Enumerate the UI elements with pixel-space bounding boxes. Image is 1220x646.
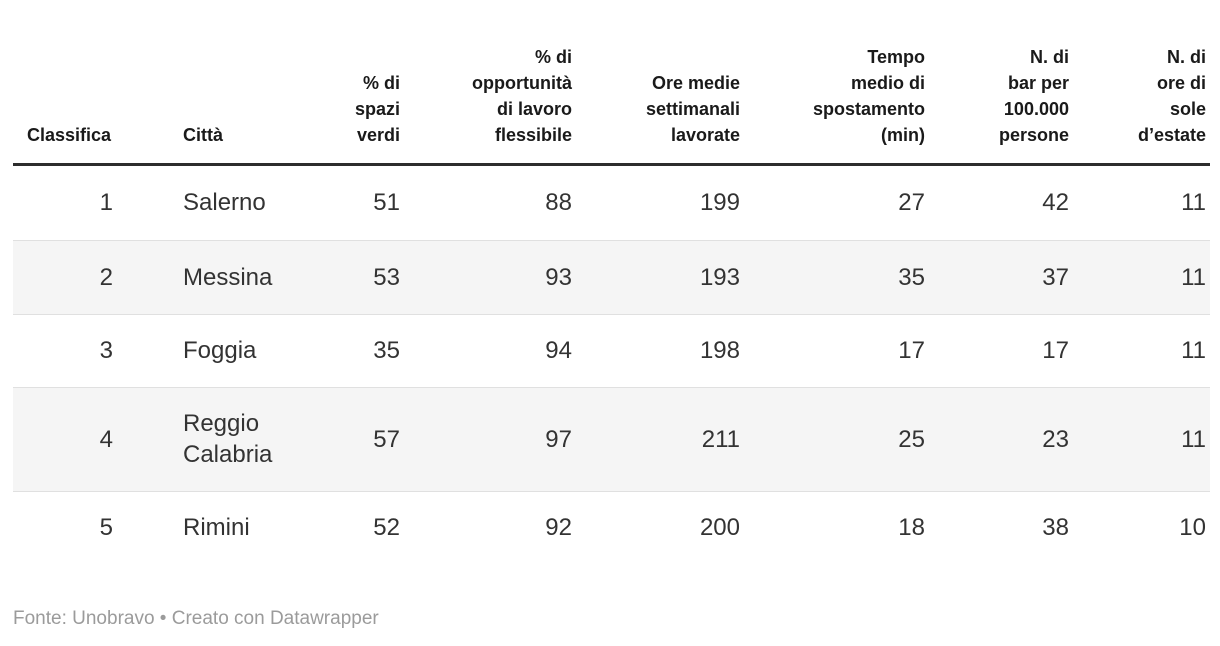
value-cell: 35 — [746, 240, 931, 315]
value-cell: 10 — [1179, 514, 1206, 542]
col-header-spazi-verdi: % di spazi verdi — [348, 0, 406, 166]
value-cell: 17 — [746, 314, 931, 388]
col-header-bar-per-persone: N. di bar per 100.000 persone — [931, 0, 1075, 166]
col-header-lavoro-flessibile: % di opportunità di lavoro flessibile — [406, 0, 578, 166]
value-cell: 51 — [348, 164, 406, 241]
value-cell: 57 — [348, 387, 406, 492]
value-cell: 35 — [348, 314, 406, 388]
col-header-classifica: Classifica — [13, 0, 128, 166]
rank-cell: 2 — [13, 240, 128, 315]
value-cell: 37 — [931, 240, 1075, 315]
value-cell: 94 — [406, 314, 578, 388]
value-cell: 27 — [746, 164, 931, 241]
rank-cell: 5 — [99, 514, 113, 542]
header-row: Classifica Città % di spazi verdi % di o… — [13, 0, 1210, 166]
city-cell: Rimini — [183, 514, 250, 542]
value-cell: 88 — [406, 164, 578, 241]
value-cell: 97 — [406, 387, 578, 492]
table-row-messina: 2 Messina 53 93 193 35 37 11 — [13, 240, 1210, 315]
value-cell: 52 — [373, 514, 400, 542]
rank-cell: 4 — [13, 387, 128, 492]
city-cell: Foggia — [128, 314, 348, 388]
col-header-tempo-spostamento: Tempo medio di spostamento (min) — [746, 0, 931, 166]
city-cell: Messina — [128, 240, 348, 315]
col-header-citta: Città — [128, 0, 348, 166]
col-header-ore-sole: N. di ore di sole d’estate — [1075, 0, 1210, 166]
rank-cell: 3 — [13, 314, 128, 388]
table-row-foggia: 3 Foggia 35 94 198 17 17 11 — [13, 314, 1210, 388]
value-cell: 11 — [1075, 164, 1210, 241]
value-cell: 17 — [931, 314, 1075, 388]
value-cell: 42 — [931, 164, 1075, 241]
value-cell: 11 — [1075, 387, 1210, 492]
value-cell: 11 — [1075, 314, 1210, 388]
value-cell: 198 — [578, 314, 746, 388]
value-cell: 93 — [406, 240, 578, 315]
col-header-ore-settimanali: Ore medie settimanali lavorate — [578, 0, 746, 166]
city-ranking-table: Classifica Città % di spazi verdi % di o… — [13, 0, 1210, 564]
value-cell: 11 — [1075, 240, 1210, 315]
city-cell: Reggio Calabria — [128, 387, 348, 492]
table-row-salerno: 1 Salerno 51 88 199 27 42 11 — [13, 164, 1210, 241]
value-cell: 23 — [931, 387, 1075, 492]
value-cell: 25 — [746, 387, 931, 492]
value-cell: 53 — [348, 240, 406, 315]
value-cell: 211 — [578, 387, 746, 492]
value-cell: 38 — [1042, 514, 1069, 542]
source-attribution: Fonte: Unobravo • Creato con Datawrapper — [13, 608, 379, 629]
value-cell: 18 — [898, 514, 925, 542]
value-cell: 200 — [699, 514, 740, 542]
value-cell: 193 — [578, 240, 746, 315]
table-row-rimini: 5 Rimini 52 92 200 18 38 10 — [13, 491, 1210, 564]
table-row-reggio-calabria: 4 Reggio Calabria 57 97 211 25 23 11 — [13, 387, 1210, 492]
value-cell: 199 — [578, 164, 746, 241]
value-cell: 92 — [545, 514, 572, 542]
city-cell: Salerno — [128, 164, 348, 241]
rank-cell: 1 — [13, 164, 128, 241]
